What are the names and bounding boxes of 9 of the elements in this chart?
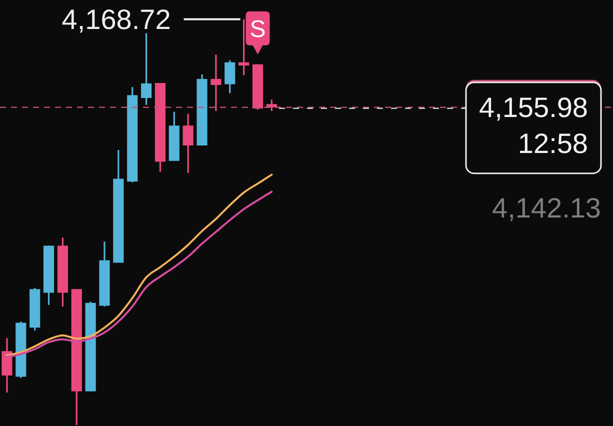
- annotation: 4,168.72: [62, 4, 171, 35]
- candlestick: [210, 54, 222, 112]
- annotation: 4,155.98 12:58: [479, 92, 588, 159]
- annotation: S: [250, 16, 266, 43]
- candlestick: [238, 18, 250, 76]
- candlestick: [140, 32, 152, 106]
- candlestick: [224, 59, 236, 94]
- annotation: 4,142.13: [492, 192, 601, 224]
- candlestick: [182, 113, 194, 174]
